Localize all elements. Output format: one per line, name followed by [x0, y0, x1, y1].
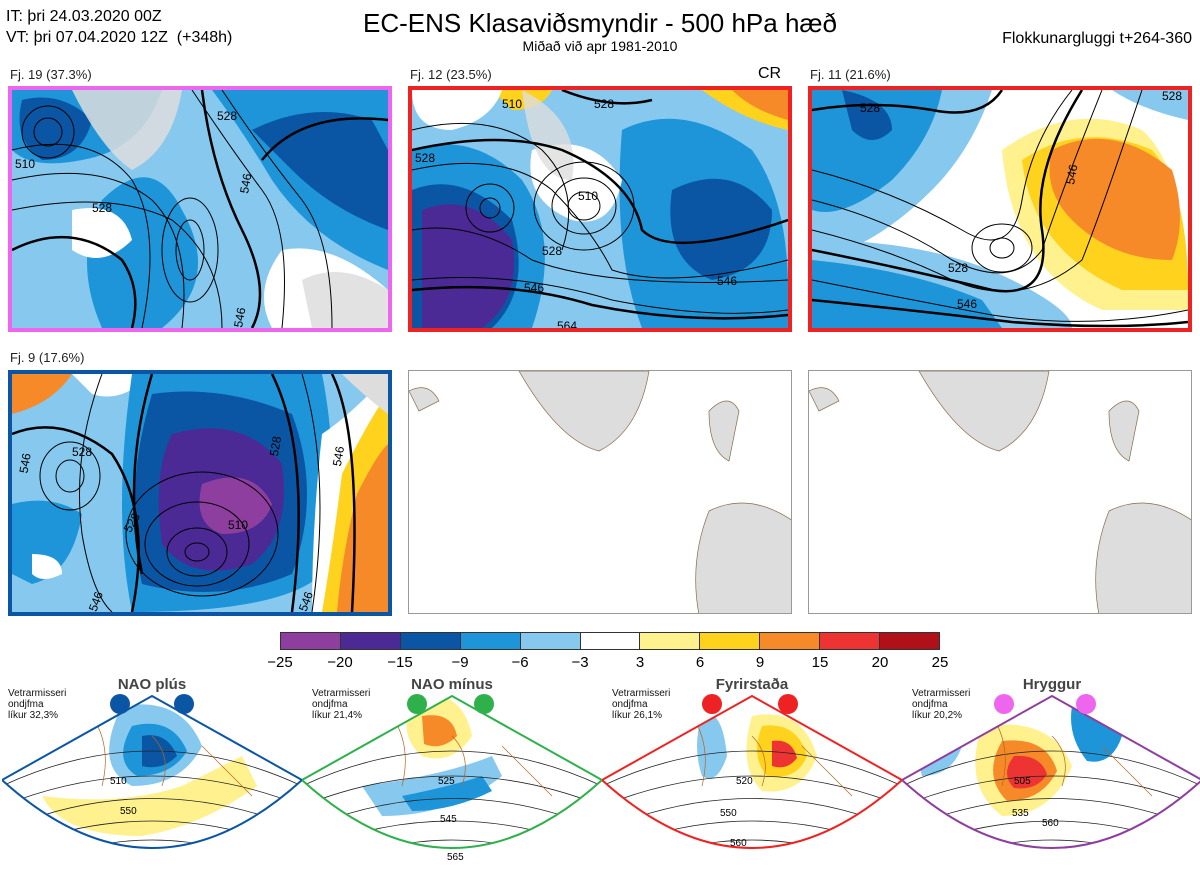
regime-contour-label: 510 — [110, 776, 127, 787]
regime-dot — [110, 694, 130, 714]
regime-contour-label: 560 — [730, 838, 747, 849]
regime-contour-label: 560 — [1042, 818, 1059, 829]
contour-label: 546 — [86, 589, 106, 612]
regime-title: Fyrirstaða — [715, 676, 789, 693]
regime-contour-label: 565 — [447, 852, 464, 863]
regime-contour-label: 505 — [1014, 776, 1031, 787]
contour-label: 546 — [237, 172, 254, 194]
cluster-map-3: 528 528 546 528 546 — [808, 86, 1192, 332]
regime-note: Vetrarmisseri ondjfma líkur 21,4% — [312, 688, 371, 721]
contour-label: 528 — [72, 445, 92, 459]
regime-note: Vetrarmisseri ondjfma líkur 32,3% — [8, 688, 67, 721]
colorbar-swatch — [520, 633, 581, 649]
contour-label: 528 — [267, 435, 284, 457]
chart-subtitle: Miðað við apr 1981-2010 — [522, 38, 678, 54]
contour-label: 546 — [524, 281, 544, 295]
cluster-map-2: 510 528 528 510 528 546 546 564 — [408, 86, 792, 332]
colorbar-swatch — [640, 633, 701, 649]
colorbar-swatch — [460, 633, 521, 649]
panel-label-2: Fj. 12 (23.5%) — [410, 67, 492, 82]
colorbar-tick: −6 — [511, 654, 529, 671]
contour-label: 528 — [594, 97, 614, 111]
colorbar-tick: −25 — [267, 654, 293, 671]
regime-dot — [174, 694, 194, 714]
colorbar-tick: 20 — [871, 654, 889, 671]
panel-label-4: Fj. 9 (17.6%) — [10, 350, 85, 365]
colorbar-swatch — [340, 633, 401, 649]
colorbar-tick: 9 — [755, 654, 765, 671]
colorbar — [280, 632, 940, 650]
regime-contour-label: 525 — [438, 776, 455, 787]
regime-dot — [1076, 694, 1096, 714]
colorbar-swatch — [820, 633, 881, 649]
regime-dot — [994, 694, 1014, 714]
contour-label: 510 — [578, 189, 598, 203]
contour-label: 546 — [1063, 163, 1080, 185]
regime-panel: 520 550 560 Fyrirstaða Vetrarmisseri ondjf… — [602, 676, 902, 868]
contour-label: 546 — [330, 445, 347, 467]
colorbar-tick: 25 — [931, 654, 949, 671]
colorbar-tick: −9 — [451, 654, 469, 671]
regime-note: Vetrarmisseri ondjfma líkur 20,2% — [912, 688, 971, 721]
classification-window: Flokkunargluggi t+264-360 — [1002, 30, 1192, 47]
contour-label: 528 — [1162, 90, 1182, 103]
contour-label: 546 — [231, 306, 248, 328]
colorbar-tick-labels: −25 −20 −15 −9 −6 −3 3 6 9 15 20 25 — [267, 654, 948, 674]
regime-contour-label: 535 — [1012, 808, 1029, 819]
colorbar-tick: 6 — [695, 654, 705, 671]
regime-title: Hryggur — [1022, 676, 1082, 693]
regime-contour-label: 520 — [736, 776, 753, 787]
chart-title: EC-ENS Klasaviðsmyndir - 500 hPa hæð — [363, 8, 837, 38]
colorbar-swatch — [760, 633, 821, 649]
contour-label: 528 — [860, 101, 880, 115]
colorbar-tick: −3 — [571, 654, 589, 671]
regime-dot — [702, 694, 722, 714]
regime-note: Vetrarmisseri ondjfma líkur 26,1% — [612, 688, 671, 721]
regime-dot — [778, 694, 798, 714]
cluster-map-1: 510 528 546 528 546 — [8, 86, 392, 332]
contour-label: 510 — [228, 518, 248, 532]
regime-contour-label: 550 — [120, 806, 137, 817]
regime-dot — [407, 694, 427, 714]
contour-label: 528 — [948, 261, 968, 275]
colorbar-tick: −15 — [387, 654, 413, 671]
colorbar-tick: 3 — [635, 654, 645, 671]
colorbar-swatch — [580, 633, 641, 649]
contour-label: 546 — [296, 589, 316, 612]
panel-label-3: Fj. 11 (21.6%) — [810, 67, 891, 82]
regime-panel: 505 535 560 Hryggur Vetrarmisseri ondjfma l… — [902, 676, 1200, 868]
cluster-map-4: 546 528 528 546 510 528 546 546 — [8, 370, 392, 616]
regime-panel: 525 545 565 NAO mínus Vetrarmisseri ondjfm… — [302, 676, 602, 868]
init-time: IT: þri 24.03.2020 00Z — [6, 8, 162, 25]
contour-label: 546 — [957, 297, 977, 311]
regime-title: NAO mínus — [411, 676, 493, 693]
regime-title: NAO plús — [117, 676, 187, 693]
regime-dot — [474, 694, 494, 714]
valid-time: VT: þri 07.04.2020 12Z (+348h) — [6, 29, 233, 46]
contour-label: 528 — [92, 201, 112, 215]
colorbar-tick: 15 — [811, 654, 829, 671]
panel-label-1: Fj. 19 (37.3%) — [10, 67, 92, 82]
colorbar-swatch — [880, 633, 939, 649]
regime-panel: 510 550 NAO plús Vetrarmisseri ondjfma líku… — [2, 676, 302, 868]
contour-label: 546 — [17, 452, 34, 474]
panel-tag-cr: CR — [758, 65, 782, 82]
contour-label: 546 — [717, 274, 737, 288]
colorbar-swatch — [400, 633, 461, 649]
contour-label: 564 — [557, 319, 577, 328]
colorbar-tick: −20 — [327, 654, 353, 671]
header-run-info: IT: þri 24.03.2020 00Z VT: þri 07.04.2020… — [6, 6, 232, 48]
empty-map-6 — [808, 370, 1192, 614]
colorbar-swatch — [281, 633, 341, 649]
contour-label: 528 — [217, 109, 237, 123]
regime-contour-label: 545 — [440, 814, 457, 825]
contour-label: 510 — [15, 157, 35, 171]
contour-label: 528 — [542, 244, 562, 258]
contour-label: 528 — [415, 151, 435, 165]
contour-label: 510 — [502, 97, 522, 111]
regime-contour-label: 550 — [720, 808, 737, 819]
colorbar-swatch — [700, 633, 761, 649]
empty-map-5 — [408, 370, 792, 614]
